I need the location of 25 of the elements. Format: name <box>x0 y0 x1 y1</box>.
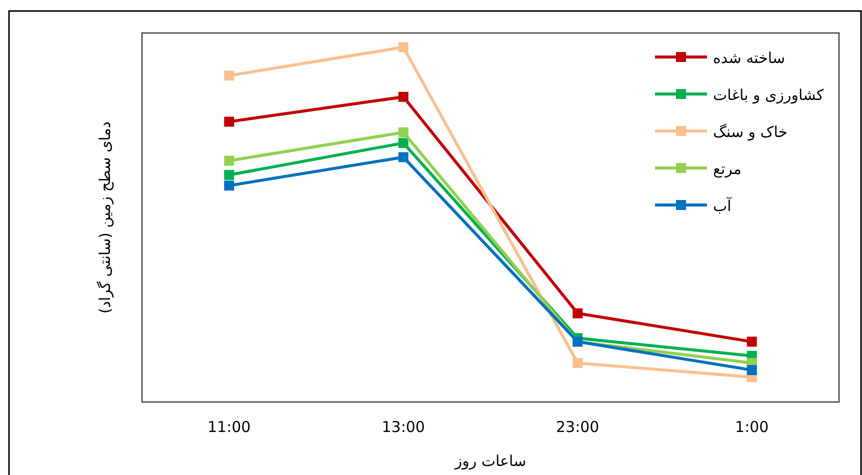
point <box>398 152 408 162</box>
point <box>398 127 408 138</box>
x-tick-label: 11:00 <box>208 418 251 436</box>
legend-label: آب <box>713 196 732 215</box>
point <box>224 156 234 166</box>
legend-label: خاک و سنگ <box>713 123 788 141</box>
legend-label: مرتع <box>713 160 742 178</box>
legend-label: ساخته شده <box>713 49 786 67</box>
point <box>572 308 583 318</box>
point <box>572 358 583 368</box>
point <box>746 365 757 376</box>
point <box>224 70 234 81</box>
point <box>398 42 408 52</box>
x-axis-title: ساعات روز <box>454 452 526 470</box>
point <box>746 336 757 347</box>
point <box>398 92 408 102</box>
x-tick-label: 13:00 <box>382 418 425 436</box>
point <box>224 180 234 191</box>
point <box>398 138 408 148</box>
legend-label: کشاورزی و باغات <box>713 86 824 104</box>
point <box>224 116 234 127</box>
x-tick-label: 23:00 <box>556 418 600 436</box>
x-tick-label: 1:00 <box>735 418 769 436</box>
y-axis-title: دمای سطح زمین (سانتی گراد) <box>96 121 114 314</box>
point <box>224 170 234 180</box>
